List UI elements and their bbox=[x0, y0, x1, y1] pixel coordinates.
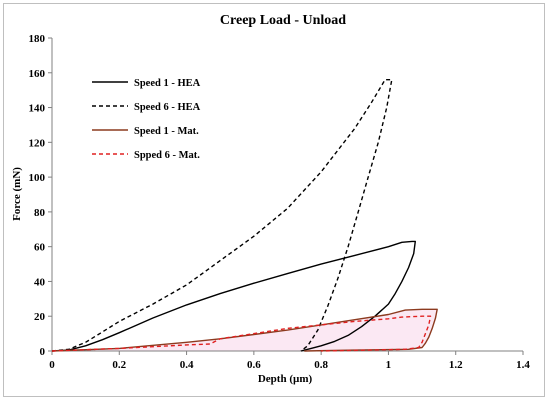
legend-label-2: Speed 6 - HEA bbox=[134, 102, 201, 113]
chart-title: Creep Load - Unload bbox=[220, 13, 346, 28]
x-tick-label: 1 bbox=[386, 359, 392, 371]
y-tick-label: 160 bbox=[29, 68, 46, 80]
x-tick-label: 0.8 bbox=[314, 359, 328, 371]
legend-label-3: Speed 1 - Mat. bbox=[134, 126, 199, 137]
y-tick-label: 0 bbox=[40, 346, 46, 358]
x-tick-label: 1.2 bbox=[449, 359, 463, 371]
y-axis-label: Force (mN) bbox=[11, 167, 23, 221]
x-tick-label: 0.2 bbox=[112, 359, 126, 371]
x-tick-label: 0 bbox=[49, 359, 55, 371]
legend: Speed 1 - HEA Speed 6 - HEA Speed 1 - Mat.… bbox=[92, 78, 201, 161]
y-tick-label: 100 bbox=[29, 172, 46, 184]
x-tick-label: 1.4 bbox=[516, 359, 530, 371]
x-axis-label: Depth (µm) bbox=[258, 373, 313, 385]
series-line-1 bbox=[51, 240, 416, 352]
y-tick-label: 120 bbox=[29, 137, 46, 149]
y-tick-label: 60 bbox=[34, 242, 46, 254]
y-tick-label: 80 bbox=[34, 207, 46, 219]
legend-label-4: Spped 6 - Mat. bbox=[134, 150, 200, 161]
y-tick-label: 20 bbox=[34, 311, 46, 323]
y-tick-label: 180 bbox=[29, 33, 46, 45]
x-tick-label: 0.6 bbox=[247, 359, 261, 371]
legend-label-1: Speed 1 - HEA bbox=[134, 78, 201, 89]
y-tick-label: 140 bbox=[29, 103, 46, 115]
x-tick-label: 0.4 bbox=[180, 359, 194, 371]
series-line-4 bbox=[51, 315, 432, 352]
y-tick-label: 40 bbox=[34, 276, 46, 288]
material-shading bbox=[52, 309, 438, 351]
series-line-2 bbox=[51, 78, 393, 352]
plot-area: 0 20 40 60 80 100 120 140 160 180 0 0.2 0.4 0.6 0.8 1 1.… bbox=[29, 33, 531, 371]
